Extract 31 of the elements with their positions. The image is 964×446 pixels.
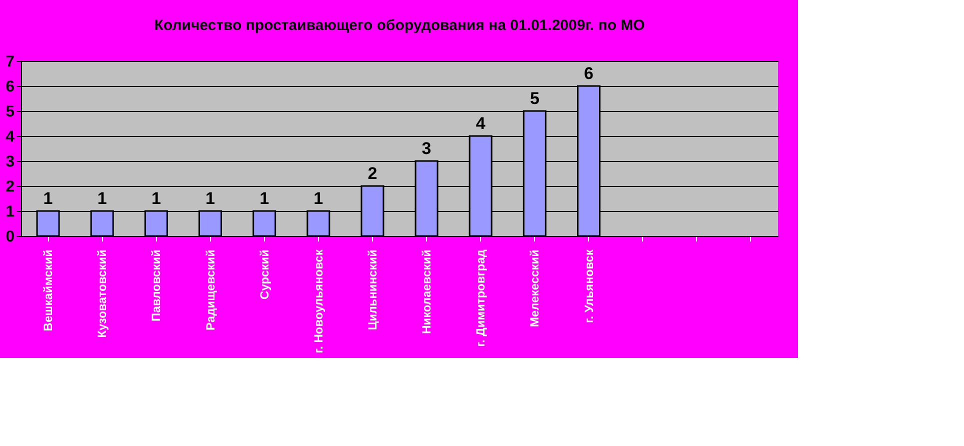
y-tick-label: 6 xyxy=(6,78,15,96)
data-label: 1 xyxy=(43,189,53,208)
x-tick-label: г. Новоульяновск xyxy=(311,248,326,354)
data-label: 6 xyxy=(584,64,594,83)
x-tick-label: Сурский xyxy=(257,250,272,300)
data-label: 4 xyxy=(476,114,486,133)
data-label: 1 xyxy=(206,189,215,208)
data-label: 5 xyxy=(530,89,540,108)
data-label: 3 xyxy=(422,139,432,158)
y-tick-label: 0 xyxy=(6,228,15,246)
y-tick-label: 4 xyxy=(6,128,15,146)
data-label: 1 xyxy=(151,189,161,208)
y-tick-label: 2 xyxy=(6,178,15,196)
y-tick-label: 1 xyxy=(6,204,15,220)
x-tick-label: Мелекесский xyxy=(528,250,542,327)
x-tick-label: г. Димитровград xyxy=(474,249,488,347)
y-tick-label: 5 xyxy=(6,104,15,120)
x-tick-label: Вешкаймский xyxy=(41,250,56,332)
x-tick-label: Павловский xyxy=(149,250,164,322)
data-label: 1 xyxy=(97,189,107,208)
x-tick-label: Цильнинский xyxy=(365,250,380,330)
chart-title: Количество простаивающего оборудования на 01.01.2009г. по МО xyxy=(154,17,646,34)
y-tick-label: 3 xyxy=(6,154,15,170)
x-tick-label: Николаевский xyxy=(420,250,434,334)
x-tick-label: г. Ульяновск xyxy=(582,248,596,324)
data-label: 2 xyxy=(368,164,378,183)
x-tick-label: Радищевский xyxy=(203,250,218,330)
data-label: 1 xyxy=(260,189,270,208)
data-label: 1 xyxy=(314,189,324,208)
y-tick-label: 7 xyxy=(6,54,15,70)
x-tick-label: Кузоватовский xyxy=(95,250,110,338)
